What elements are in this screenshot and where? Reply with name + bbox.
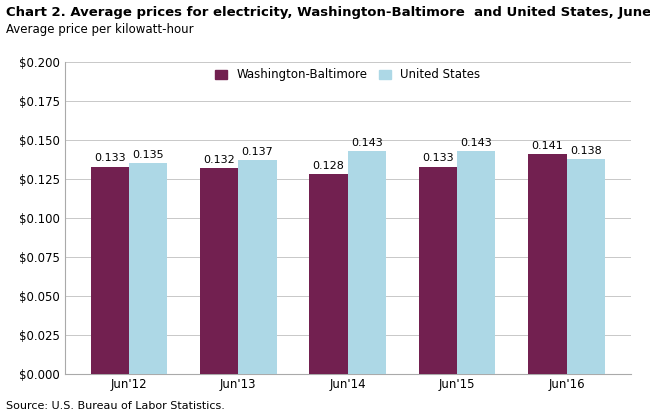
Bar — [457, 151, 495, 374]
Bar — [200, 168, 239, 374]
Bar — [91, 166, 129, 374]
Text: Source: U.S. Bureau of Labor Statistics.: Source: U.S. Bureau of Labor Statistics. — [6, 401, 226, 411]
Text: 0.143: 0.143 — [351, 138, 383, 148]
Bar — [348, 151, 386, 374]
Text: 0.141: 0.141 — [532, 141, 564, 151]
Bar — [309, 174, 348, 374]
Text: 0.135: 0.135 — [133, 150, 164, 160]
Text: 0.132: 0.132 — [203, 155, 235, 165]
Bar — [129, 164, 167, 374]
Bar — [239, 160, 277, 374]
Text: 0.133: 0.133 — [422, 154, 454, 164]
Legend: Washington-Baltimore, United States: Washington-Baltimore, United States — [215, 68, 480, 81]
Bar — [419, 166, 457, 374]
Bar — [528, 154, 567, 374]
Text: 0.137: 0.137 — [242, 147, 274, 157]
Bar — [567, 159, 604, 374]
Text: Average price per kilowatt-hour: Average price per kilowatt-hour — [6, 23, 194, 36]
Text: Chart 2. Average prices for electricity, Washington-Baltimore  and United States: Chart 2. Average prices for electricity,… — [6, 6, 650, 19]
Text: 0.143: 0.143 — [460, 138, 492, 148]
Text: 0.128: 0.128 — [313, 161, 344, 171]
Text: 0.133: 0.133 — [94, 154, 125, 164]
Text: 0.138: 0.138 — [570, 146, 601, 156]
